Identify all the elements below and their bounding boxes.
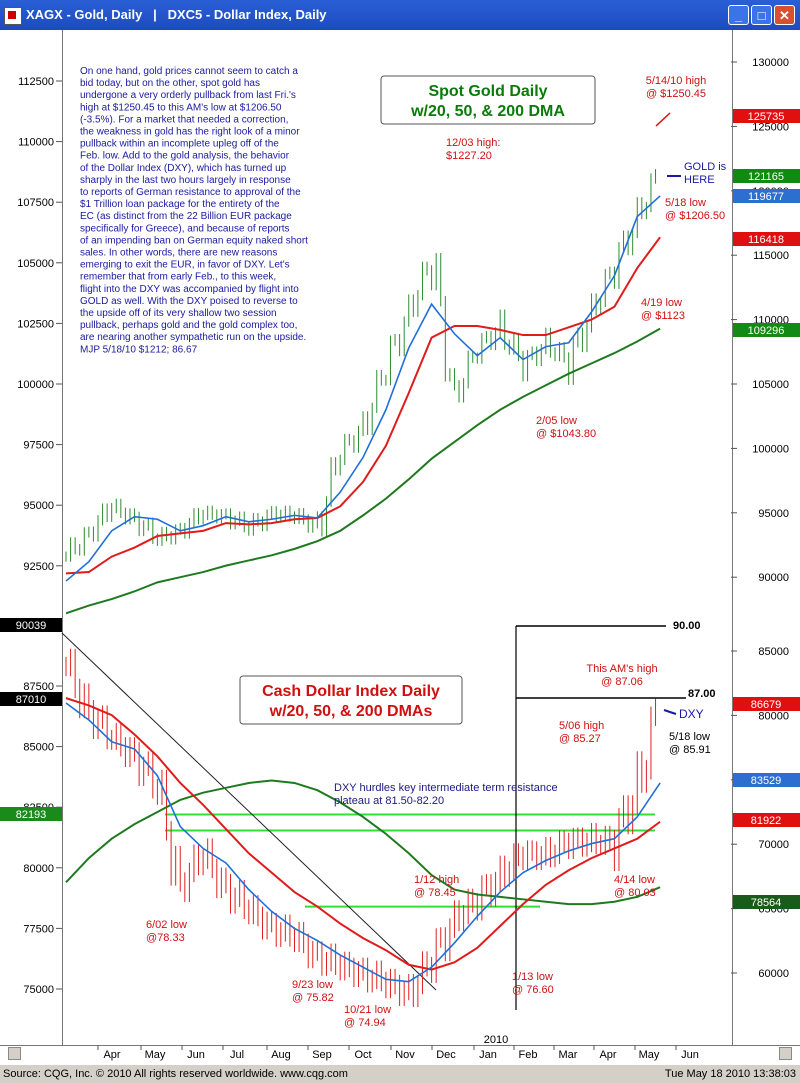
close-button[interactable]: ✕ (774, 5, 795, 25)
app-icon (4, 7, 22, 25)
left-price-axis (0, 30, 62, 1047)
right-price-axis (731, 30, 800, 1047)
minimize-button[interactable]: _ (728, 5, 749, 25)
scroll-right-button[interactable] (779, 1047, 792, 1060)
source-text: Source: CQG, Inc. © 2010 All rights rese… (3, 1068, 348, 1080)
status-bar: Source: CQG, Inc. © 2010 All rights rese… (0, 1065, 800, 1083)
scroll-left-button[interactable] (8, 1047, 21, 1060)
chart-plot-area[interactable] (62, 30, 733, 1045)
maximize-button[interactable]: □ (751, 5, 772, 25)
date-axis (0, 1045, 800, 1066)
timestamp-text: Tue May 18 2010 13:38:03 (664, 1068, 796, 1080)
window-title: XAGX - Gold, Daily | DXC5 - Dollar Index… (26, 7, 327, 22)
title-bar: XAGX - Gold, Daily | DXC5 - Dollar Index… (0, 0, 800, 31)
